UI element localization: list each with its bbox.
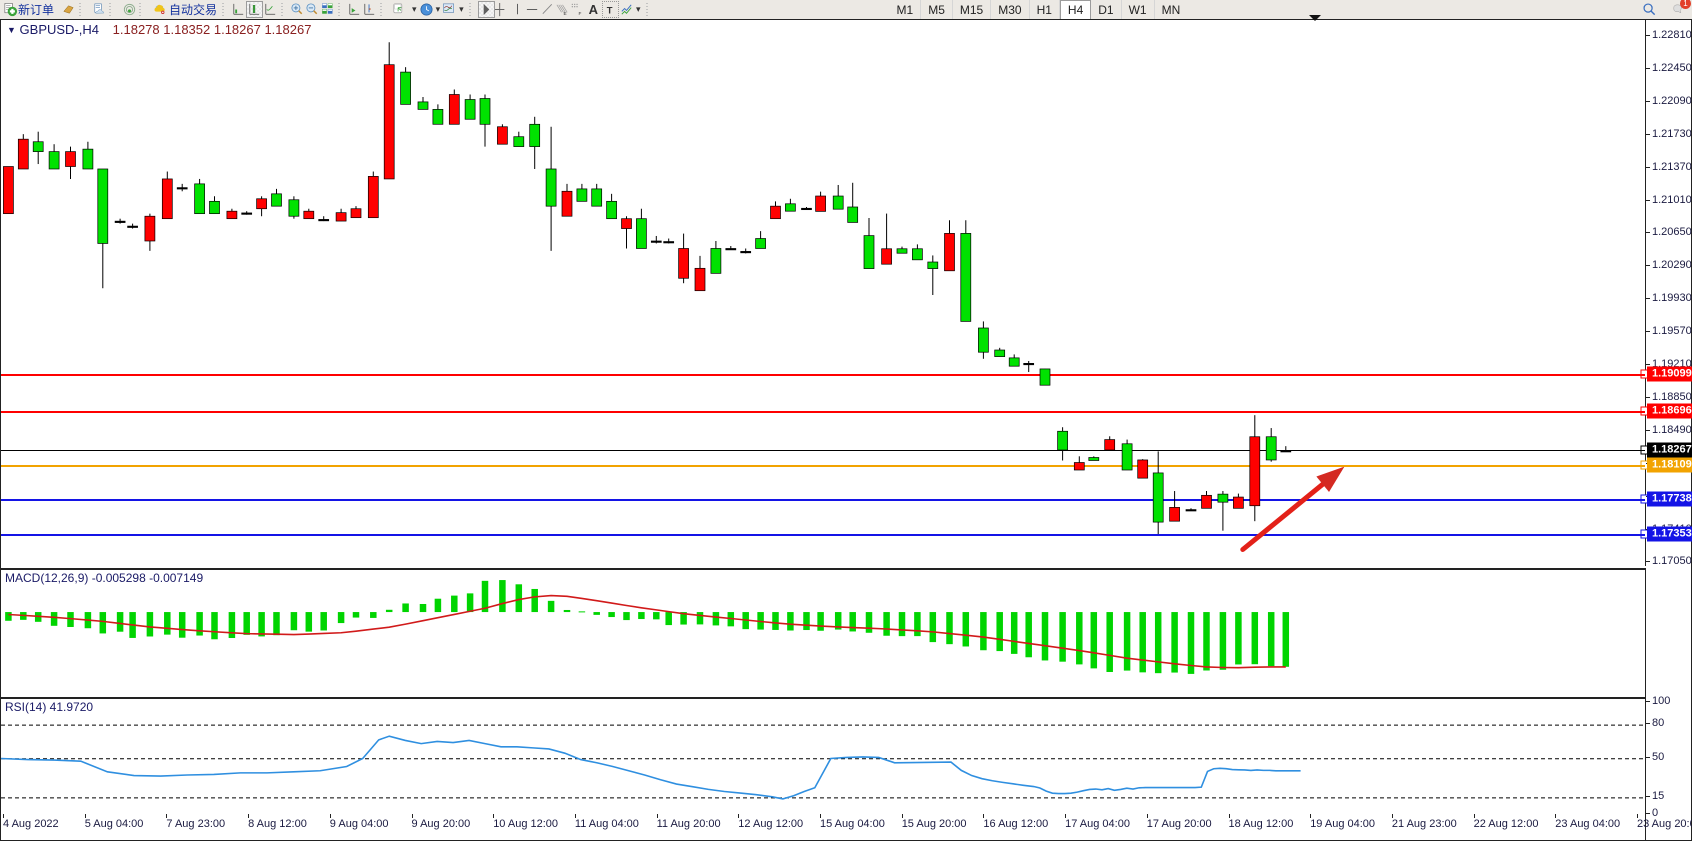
svg-text:F: F: [578, 11, 581, 16]
svg-text:E: E: [563, 11, 566, 16]
svg-text:T: T: [607, 5, 613, 15]
